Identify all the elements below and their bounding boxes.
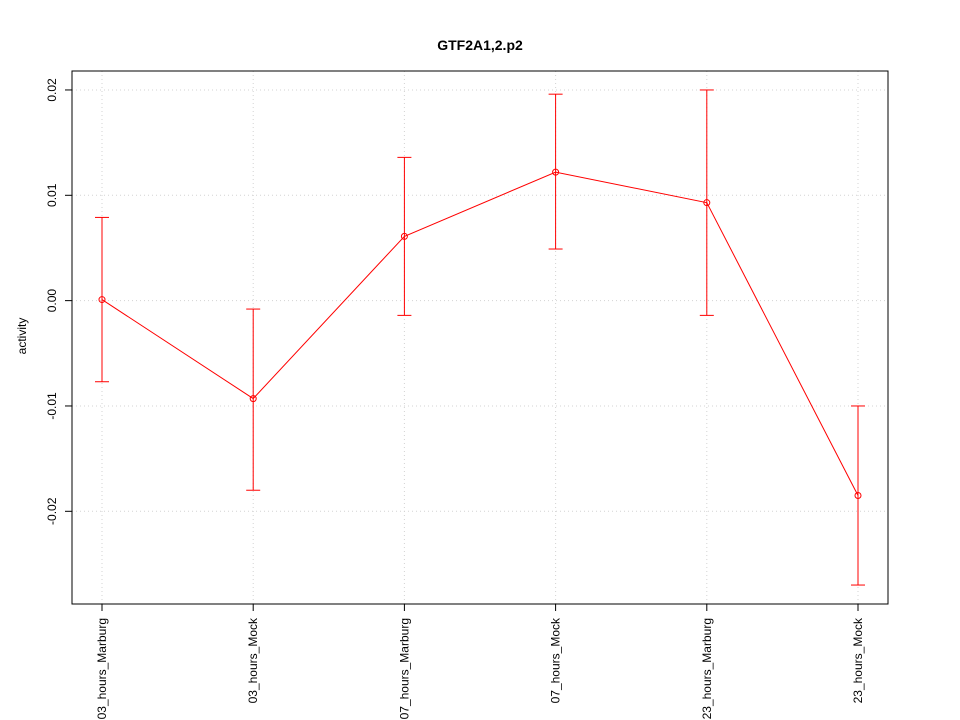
y-tick-label: -0.02 — [45, 497, 59, 525]
x-axis: 03_hours_Marburg 03_hours_Mock 07_hours_Ma… — [95, 604, 865, 719]
x-tick-label: 03_hours_Mock — [246, 617, 260, 703]
y-axis: -0.02 -0.01 0.00 0.01 0.02 — [45, 78, 72, 525]
x-tick-label: 07_hours_Marburg — [397, 618, 411, 719]
data-point — [703, 199, 711, 207]
grid — [72, 71, 888, 604]
y-axis-label: activity — [15, 318, 29, 355]
y-tick-label: 0.01 — [45, 183, 59, 207]
x-tick-label: 03_hours_Marburg — [95, 618, 109, 719]
plot-frame — [71, 70, 889, 605]
y-tick-label: 0.02 — [45, 78, 59, 102]
data-point — [249, 395, 257, 403]
x-tick-label: 23_hours_Marburg — [700, 618, 714, 719]
x-tick-label: 07_hours_Mock — [549, 617, 563, 703]
y-tick-label: -0.01 — [45, 392, 59, 420]
data-point — [552, 168, 560, 176]
data-point — [400, 232, 408, 240]
series-line — [101, 171, 859, 496]
data-point — [98, 296, 106, 304]
chart-title: GTF2A1,2.p2 — [437, 37, 523, 53]
y-tick-label: 0.00 — [45, 289, 59, 313]
x-tick-label: 23_hours_Mock — [851, 617, 865, 703]
series — [95, 89, 865, 586]
data-point — [854, 492, 862, 500]
